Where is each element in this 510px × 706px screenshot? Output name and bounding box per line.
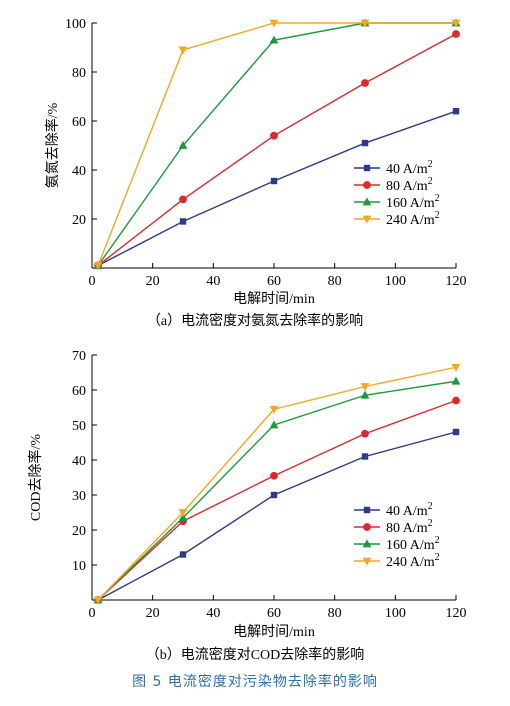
data-point (361, 453, 369, 460)
series-3 (93, 18, 461, 269)
legend-label: 80 A/m2 (386, 176, 433, 194)
series-3 (93, 376, 461, 604)
data-point (360, 390, 370, 399)
data-point (451, 19, 461, 28)
legend-label: 240 A/m2 (386, 210, 440, 228)
data-point (361, 429, 369, 438)
legend-label: 40 A/m2 (386, 501, 433, 519)
panel-caption: （a）电流密度对氨氮去除率的影响 (147, 312, 363, 329)
data-point (270, 471, 278, 480)
x-axis-label: 电解时间/min (233, 291, 315, 307)
data-point (178, 140, 188, 149)
data-point (452, 428, 460, 436)
legend-label: 240 A/m2 (386, 552, 440, 570)
data-point (179, 551, 187, 558)
data-point (93, 596, 103, 605)
legend-marker (363, 164, 371, 172)
data-point (179, 218, 187, 225)
y-tick-label: 20 (72, 213, 86, 228)
data-point (269, 35, 279, 44)
chart-panel-b: 0 20 40 60 80 100 120 10 20 30 40 50 60 70 电解时间/min COD… (27, 349, 467, 663)
y-tick-label: 50 (72, 419, 86, 434)
data-point (360, 19, 370, 28)
legend-marker (362, 539, 372, 548)
x-tick-label: 100 (385, 274, 406, 289)
legend-marker (363, 506, 371, 514)
series-line (97, 33, 457, 267)
y-axis-label: 氨氮去除率/% (44, 102, 61, 188)
x-tick-label: 40 (206, 606, 220, 621)
x-tick-label: 100 (385, 606, 406, 621)
chart-panel-a: 0 20 40 60 80 100 120 20 40 60 80 100 电解时间/min 氨氮去除率/… (44, 17, 467, 329)
data-point (178, 509, 188, 518)
y-tick-label: 60 (72, 115, 86, 130)
legend-marker (362, 215, 372, 224)
legend-label: 160 A/m2 (386, 535, 440, 553)
y-tick-label: 100 (65, 17, 86, 32)
data-point (361, 139, 369, 147)
legend-marker (362, 197, 372, 206)
data-point (452, 396, 460, 405)
x-tick-label: 120 (446, 274, 467, 289)
x-tick-label: 80 (328, 274, 342, 289)
x-tick-label: 40 (206, 274, 220, 289)
x-tick-label: 60 (267, 606, 281, 621)
legend-label: 80 A/m2 (386, 518, 433, 536)
data-point (270, 131, 278, 140)
data-point (178, 46, 188, 55)
y-tick-label: 10 (72, 559, 86, 574)
data-point (452, 108, 460, 115)
y-tick-label: 40 (72, 454, 86, 469)
data-point (93, 262, 103, 271)
y-tick-label: 20 (72, 524, 86, 539)
y-tick-label: 70 (72, 349, 86, 364)
data-point (269, 420, 279, 429)
y-tick-label: 30 (72, 489, 86, 504)
x-tick-label: 0 (89, 274, 96, 289)
panel-caption: （b）电流密度对COD去除率的影响 (146, 646, 365, 663)
x-tick-label: 60 (267, 274, 281, 289)
y-tick-label: 80 (72, 66, 86, 81)
series-2 (94, 396, 460, 604)
legend-label: 40 A/m2 (386, 159, 433, 177)
data-point (178, 513, 188, 522)
figure-caption: 图 5 电流密度对污染物去除率的影响 (132, 674, 378, 690)
x-tick-label: 20 (146, 606, 160, 621)
x-tick-label: 80 (328, 606, 342, 621)
data-point (179, 195, 187, 204)
series-4 (93, 363, 461, 605)
legend-marker (362, 557, 372, 566)
series-4 (93, 19, 461, 271)
data-point (269, 405, 279, 414)
y-tick-label: 60 (72, 384, 86, 399)
series-line (97, 22, 456, 266)
data-point (452, 30, 460, 38)
data-point (270, 177, 278, 185)
y-tick-label: 40 (72, 164, 86, 179)
legend-marker (363, 523, 371, 531)
legend-label: 160 A/m2 (386, 193, 440, 211)
x-axis-label: 电解时间/min (233, 624, 315, 640)
x-tick-label: 20 (146, 274, 160, 289)
data-point (269, 19, 279, 28)
data-point (361, 79, 369, 87)
series-line (97, 22, 456, 266)
x-tick-label: 0 (89, 606, 96, 621)
x-tick-label: 120 (446, 606, 467, 621)
legend-marker (363, 181, 371, 189)
series-2 (94, 30, 460, 270)
data-point (451, 376, 461, 385)
data-point (270, 491, 278, 499)
data-point (360, 383, 370, 392)
series-line (97, 399, 457, 601)
y-axis-label: COD去除率/% (27, 434, 44, 521)
data-point (451, 363, 461, 372)
